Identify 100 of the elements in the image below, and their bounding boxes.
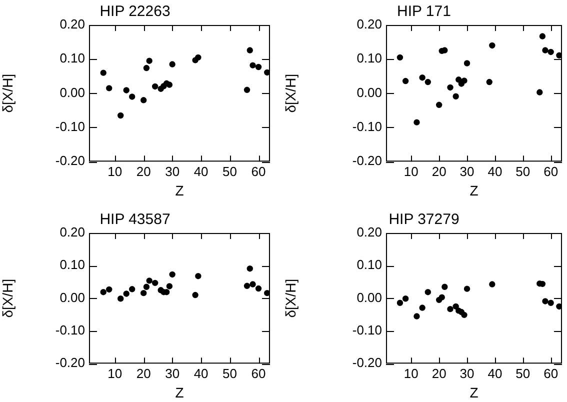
point	[244, 86, 250, 93]
point	[438, 294, 445, 300]
point	[169, 271, 176, 278]
x-tick-label: 30	[165, 366, 180, 381]
point	[152, 83, 158, 90]
point	[255, 285, 262, 292]
y-tick-label: 0.20	[356, 224, 382, 240]
point	[166, 283, 173, 290]
y-axis-title: δ[X/H]	[0, 74, 16, 113]
y-axis-title: δ[X/H]	[282, 278, 298, 318]
point	[264, 69, 270, 76]
y-tick-label: 0.20	[60, 224, 85, 240]
point	[424, 288, 432, 296]
point	[414, 119, 420, 126]
point	[461, 312, 468, 318]
x-tick-label: 60	[544, 366, 558, 381]
point	[118, 112, 124, 119]
point	[396, 54, 404, 61]
point	[396, 300, 404, 306]
y-tick-label: 0.10	[60, 257, 85, 272]
y-axis-title: δ[X/H]	[282, 74, 298, 113]
point	[255, 64, 262, 70]
x-tick-label: 40	[488, 164, 502, 179]
point	[106, 85, 112, 92]
point	[118, 296, 124, 302]
x-tick-label: 10	[108, 164, 122, 179]
point	[246, 47, 253, 54]
chart-title: HIP 43587	[100, 211, 170, 228]
chart-title: HIP 171	[397, 3, 451, 20]
point	[452, 303, 459, 310]
point	[195, 273, 202, 280]
y-tick-label: 0.00	[356, 290, 382, 305]
x-tick-label: 20	[136, 164, 151, 179]
y-tick-label: 0.20	[356, 16, 382, 32]
point	[402, 78, 409, 84]
point	[556, 303, 562, 310]
y-tick-label: 0.00	[60, 84, 85, 100]
x-tick-label: 50	[516, 164, 530, 179]
point	[195, 54, 202, 61]
point	[536, 89, 543, 96]
point	[539, 33, 546, 40]
point	[250, 62, 256, 68]
point	[489, 42, 496, 49]
y-tick-label: 0.20	[60, 16, 85, 32]
x-tick-label: 50	[516, 366, 530, 381]
y-tick-label: -0.10	[55, 119, 85, 134]
point	[143, 284, 150, 290]
point	[128, 94, 136, 100]
x-tick-label: 10	[404, 164, 418, 179]
x-axis-title: Z	[175, 384, 184, 400]
point	[414, 313, 420, 320]
y-tick-label: 0.00	[60, 290, 85, 305]
point	[436, 102, 442, 108]
point	[548, 300, 554, 306]
chart-title: HIP 22263	[100, 3, 170, 20]
point	[106, 286, 112, 293]
x-tick-label: 60	[251, 164, 266, 179]
point	[464, 60, 470, 66]
y-tick-label: -0.10	[352, 322, 382, 338]
y-tick-label: -0.20	[55, 355, 85, 370]
point	[152, 280, 158, 286]
point	[461, 78, 468, 84]
point	[192, 292, 198, 298]
point	[100, 288, 106, 296]
point	[442, 284, 448, 290]
point	[169, 61, 176, 68]
y-tick-label: -0.10	[352, 119, 382, 134]
x-tick-label: 50	[222, 366, 238, 381]
point	[419, 304, 426, 311]
point	[123, 290, 130, 297]
point	[140, 97, 147, 104]
x-tick-label: 30	[460, 366, 474, 381]
x-tick-label: 30	[460, 164, 474, 179]
y-axis-title: δ[X/H]	[0, 278, 16, 318]
point	[250, 281, 256, 288]
point	[456, 76, 462, 83]
point	[447, 306, 454, 312]
point	[464, 286, 470, 292]
x-tick-label: 40	[488, 366, 502, 381]
x-tick-label: 10	[108, 366, 122, 381]
y-tick-label: 0.00	[356, 84, 382, 100]
point	[489, 281, 496, 288]
point	[128, 286, 136, 292]
x-tick-label: 60	[544, 164, 558, 179]
point	[486, 78, 492, 86]
point	[542, 298, 548, 304]
point	[123, 87, 130, 94]
point	[146, 278, 152, 284]
point	[548, 48, 554, 56]
point	[166, 82, 173, 88]
point	[143, 64, 150, 72]
point	[146, 58, 152, 64]
chart-title: HIP 37279	[388, 211, 460, 228]
x-tick-label: 40	[194, 366, 208, 381]
x-tick-label: 30	[165, 164, 180, 179]
x-axis-title: Z	[470, 182, 479, 198]
point	[140, 290, 147, 296]
y-tick-label: -0.20	[352, 355, 382, 370]
point	[452, 93, 459, 100]
x-tick-label: 20	[432, 164, 446, 179]
